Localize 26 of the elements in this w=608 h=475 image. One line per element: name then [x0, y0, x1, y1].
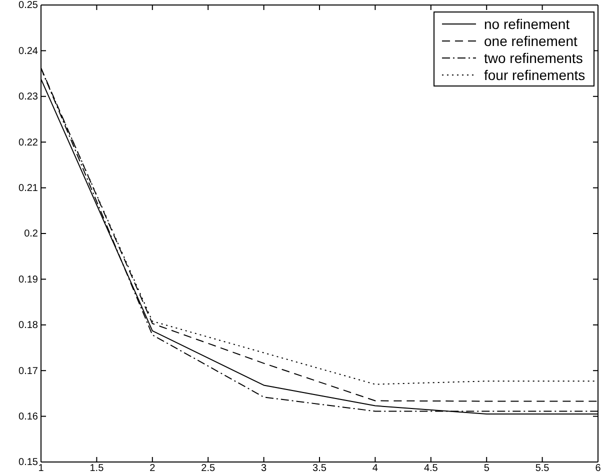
x-tick-label: 2.5	[201, 463, 216, 474]
x-tick-label: 4	[372, 463, 378, 474]
x-tick-label: 6	[595, 463, 602, 474]
legend-label: four refinements	[484, 67, 586, 83]
y-tick-label: 0.17	[18, 366, 38, 377]
x-tick-label: 4.5	[424, 463, 438, 474]
x-tick-label: 1.5	[90, 463, 104, 474]
y-tick-label: 0.25	[18, 0, 38, 12]
x-tick-label: 5	[484, 463, 490, 474]
y-tick-label: 0.21	[18, 183, 38, 194]
x-tick-label: 3	[261, 463, 268, 474]
x-tick-label: 3.5	[312, 463, 327, 474]
y-tick-label: 0.2	[24, 228, 38, 240]
x-tick-label: 2	[150, 463, 156, 474]
y-tick-label: 0.22	[18, 137, 38, 148]
y-tick-label: 0.24	[18, 46, 38, 57]
x-tick-label: 5.5	[535, 463, 550, 474]
y-tick-label: 0.18	[18, 320, 38, 332]
legend-label: one refinement	[484, 33, 578, 49]
y-tick-label: 0.19	[18, 274, 38, 286]
y-tick-label: 0.15	[18, 457, 38, 468]
legend-label: no refinement	[484, 16, 570, 32]
x-tick-label: 1	[38, 463, 44, 474]
legend-label: two refinements	[484, 50, 583, 66]
y-tick-label: 0.16	[18, 412, 38, 422]
y-tick-label: 0.23	[18, 92, 38, 103]
